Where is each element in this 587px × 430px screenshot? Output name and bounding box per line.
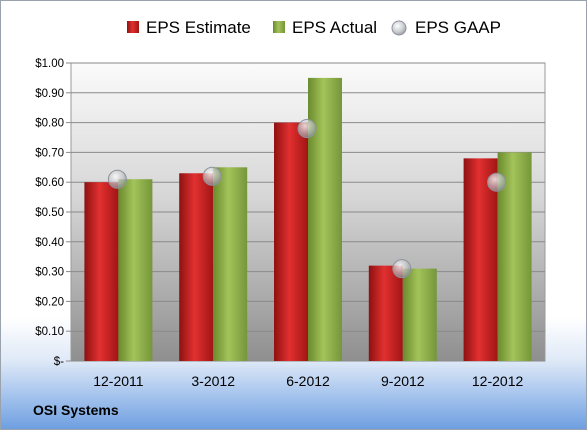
estimate-bar [368,265,403,361]
gaap-marker [487,172,507,192]
x-category-label: 12-2011 [93,373,144,389]
y-tick-label: $0.90 [35,88,64,100]
y-tick-label: $0.20 [35,296,64,308]
gaap-marker [202,166,222,186]
x-category-label: 6-2012 [286,373,330,389]
y-tick-label: $0.30 [35,267,64,279]
legend: EPS Estimate EPS Actual EPS GAAP [127,18,501,37]
actual-bar [402,268,437,361]
x-category-label: 3-2012 [191,373,235,389]
x-axis-category-labels: 12-2011 3-2012 6-2012 9-2012 12-2012 [93,373,523,389]
y-tick-label: $0.40 [35,237,64,249]
actual-bar [308,77,342,362]
legend-swatch-estimate [127,21,139,33]
gaap-marker [392,259,412,279]
legend-swatch-actual [273,21,285,33]
y-tick-label: $0.60 [35,177,64,189]
y-tick-label: $0.50 [35,207,64,219]
gaap-marker [297,119,317,139]
gaap-marker [107,169,127,189]
legend-swatch-gaap [391,20,407,36]
estimate-bar [463,158,498,361]
x-category-label: 12-2012 [472,373,524,389]
estimate-bar [84,182,119,361]
gaap-markers [107,119,507,279]
estimate-bar [274,122,308,361]
x-category-label: 9-2012 [381,373,425,389]
legend-item-gaap: EPS GAAP [391,18,501,37]
legend-item-actual: EPS Actual [273,18,377,37]
legend-item-estimate: EPS Estimate [127,18,251,37]
company-name: OSI Systems [33,402,119,418]
y-tick-label: $0.70 [35,147,64,159]
actual-bar [118,179,153,361]
actual-bar [213,167,248,361]
estimate-bar [179,173,214,361]
y-axis-tick-labels: $1.00 $0.90 $0.80 $0.70 $0.60 $0.50 $0.40 $0.30… [35,58,64,368]
y-tick-label: $0.80 [35,118,64,130]
y-tick-label: $1.00 [35,58,64,70]
y-tick-label: $0.10 [35,326,64,338]
legend-label-estimate: EPS Estimate [146,18,251,37]
bars [84,77,532,362]
y-tick-label: $- [54,356,64,368]
legend-label-gaap: EPS GAAP [415,18,501,37]
legend-label-actual: EPS Actual [292,18,377,37]
